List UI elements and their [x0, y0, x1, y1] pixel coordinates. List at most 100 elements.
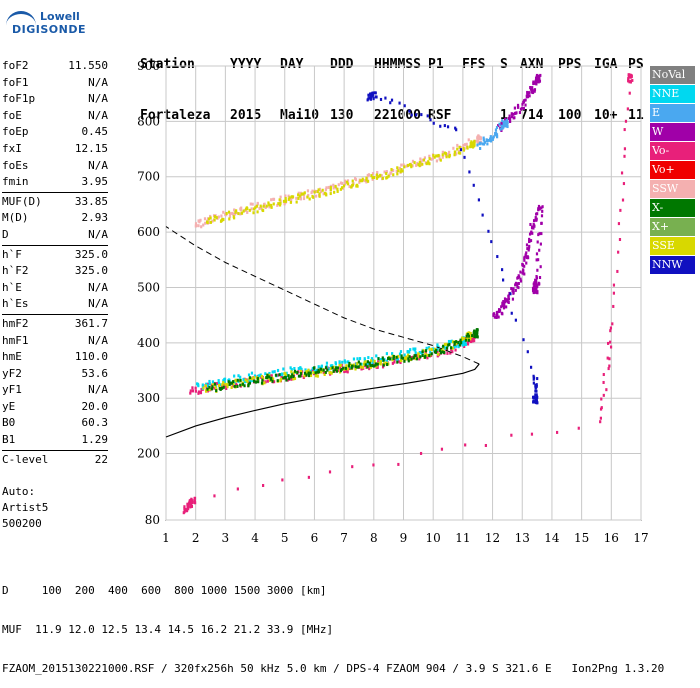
echo-point	[455, 341, 458, 345]
echo-point	[516, 105, 520, 109]
echo-point	[299, 369, 303, 373]
echo-point	[430, 352, 433, 356]
echo-point	[293, 377, 297, 381]
echo-point	[221, 383, 224, 387]
echo-point	[360, 367, 363, 371]
echo-point	[205, 220, 209, 224]
param-separator	[2, 191, 108, 193]
param-key: yE	[2, 399, 16, 413]
echo-point	[217, 381, 221, 385]
echo-point	[506, 300, 509, 304]
echo-point	[470, 143, 473, 147]
echo-point	[253, 379, 256, 383]
header-label-1: YYYY	[230, 57, 262, 72]
param-value: N/A	[88, 75, 108, 89]
echo-point	[425, 346, 428, 350]
echo-point	[510, 311, 513, 315]
echo-point	[537, 258, 540, 262]
x-tick-label: 3	[222, 531, 230, 545]
echo-point	[329, 188, 332, 192]
echo-point	[513, 116, 516, 120]
auto-version: 500200	[2, 517, 42, 530]
echo-point	[311, 189, 314, 193]
echo-point	[472, 183, 475, 187]
echo-point	[243, 384, 246, 388]
echo-point	[534, 393, 537, 397]
echo-point	[459, 146, 462, 150]
echo-point	[531, 91, 535, 95]
echo-point	[505, 119, 508, 123]
echo-point	[428, 157, 431, 161]
echo-point	[364, 360, 367, 364]
echo-point	[536, 401, 539, 405]
echo-point	[205, 389, 208, 393]
header-label-2: DAY	[280, 57, 304, 72]
echo-point	[207, 217, 211, 221]
echo-point	[282, 376, 285, 380]
legend-item-ssw: SSW	[650, 180, 695, 198]
echo-point	[510, 433, 513, 437]
echo-point	[494, 128, 498, 132]
echo-point	[538, 248, 541, 252]
echo-point	[624, 119, 628, 123]
echo-point	[507, 297, 511, 301]
echo-point	[377, 357, 380, 361]
echo-point	[259, 204, 262, 208]
echo-point	[532, 395, 535, 399]
echo-point	[499, 127, 502, 131]
param-separator	[2, 244, 108, 246]
echo-point	[496, 313, 499, 317]
echo-point	[189, 391, 192, 395]
header-value-5: RSF	[428, 108, 452, 123]
echo-point	[362, 362, 366, 366]
echo-point	[290, 377, 294, 381]
echo-point	[254, 380, 257, 384]
echo-point	[240, 211, 244, 215]
echo-point	[407, 359, 410, 363]
param-key: B0	[2, 416, 16, 430]
echo-point	[205, 382, 208, 386]
echo-point	[265, 376, 269, 380]
echo-point	[441, 350, 444, 354]
echo-point	[369, 363, 372, 367]
echo-point	[531, 86, 534, 90]
echo-point	[512, 290, 515, 294]
echo-point	[213, 218, 216, 222]
echo-point	[232, 382, 235, 386]
param-value: N/A	[88, 333, 108, 347]
param-row: h`F 325.0	[2, 247, 108, 264]
echo-point	[393, 360, 396, 364]
echo-point	[510, 287, 513, 291]
echo-point	[281, 376, 284, 380]
echo-point	[403, 165, 406, 169]
echo-point	[403, 356, 406, 360]
echo-point	[409, 348, 412, 352]
echo-point	[232, 212, 235, 216]
echo-point	[291, 195, 295, 199]
echo-point	[279, 377, 283, 381]
echo-point	[318, 194, 321, 198]
echo-point	[262, 204, 265, 208]
echo-point	[527, 246, 531, 250]
echo-point	[295, 200, 298, 204]
echo-point	[306, 189, 310, 193]
echo-point	[309, 373, 313, 377]
echo-point	[524, 98, 527, 102]
auto-program: Artist5	[2, 501, 49, 514]
echo-point	[314, 194, 318, 198]
echo-point	[334, 361, 337, 365]
echo-point	[384, 96, 387, 100]
param-value: 0.45	[81, 125, 109, 139]
echo-point	[451, 350, 454, 354]
echo-point	[213, 382, 217, 386]
echo-point	[476, 330, 479, 334]
echo-point	[183, 510, 186, 514]
echo-point	[525, 251, 528, 255]
echo-point	[307, 475, 310, 479]
echo-point	[410, 164, 413, 168]
echo-point	[233, 216, 236, 220]
echo-point	[498, 122, 501, 126]
echo-point	[332, 369, 335, 373]
echo-point	[531, 88, 534, 92]
echo-point	[421, 158, 424, 162]
